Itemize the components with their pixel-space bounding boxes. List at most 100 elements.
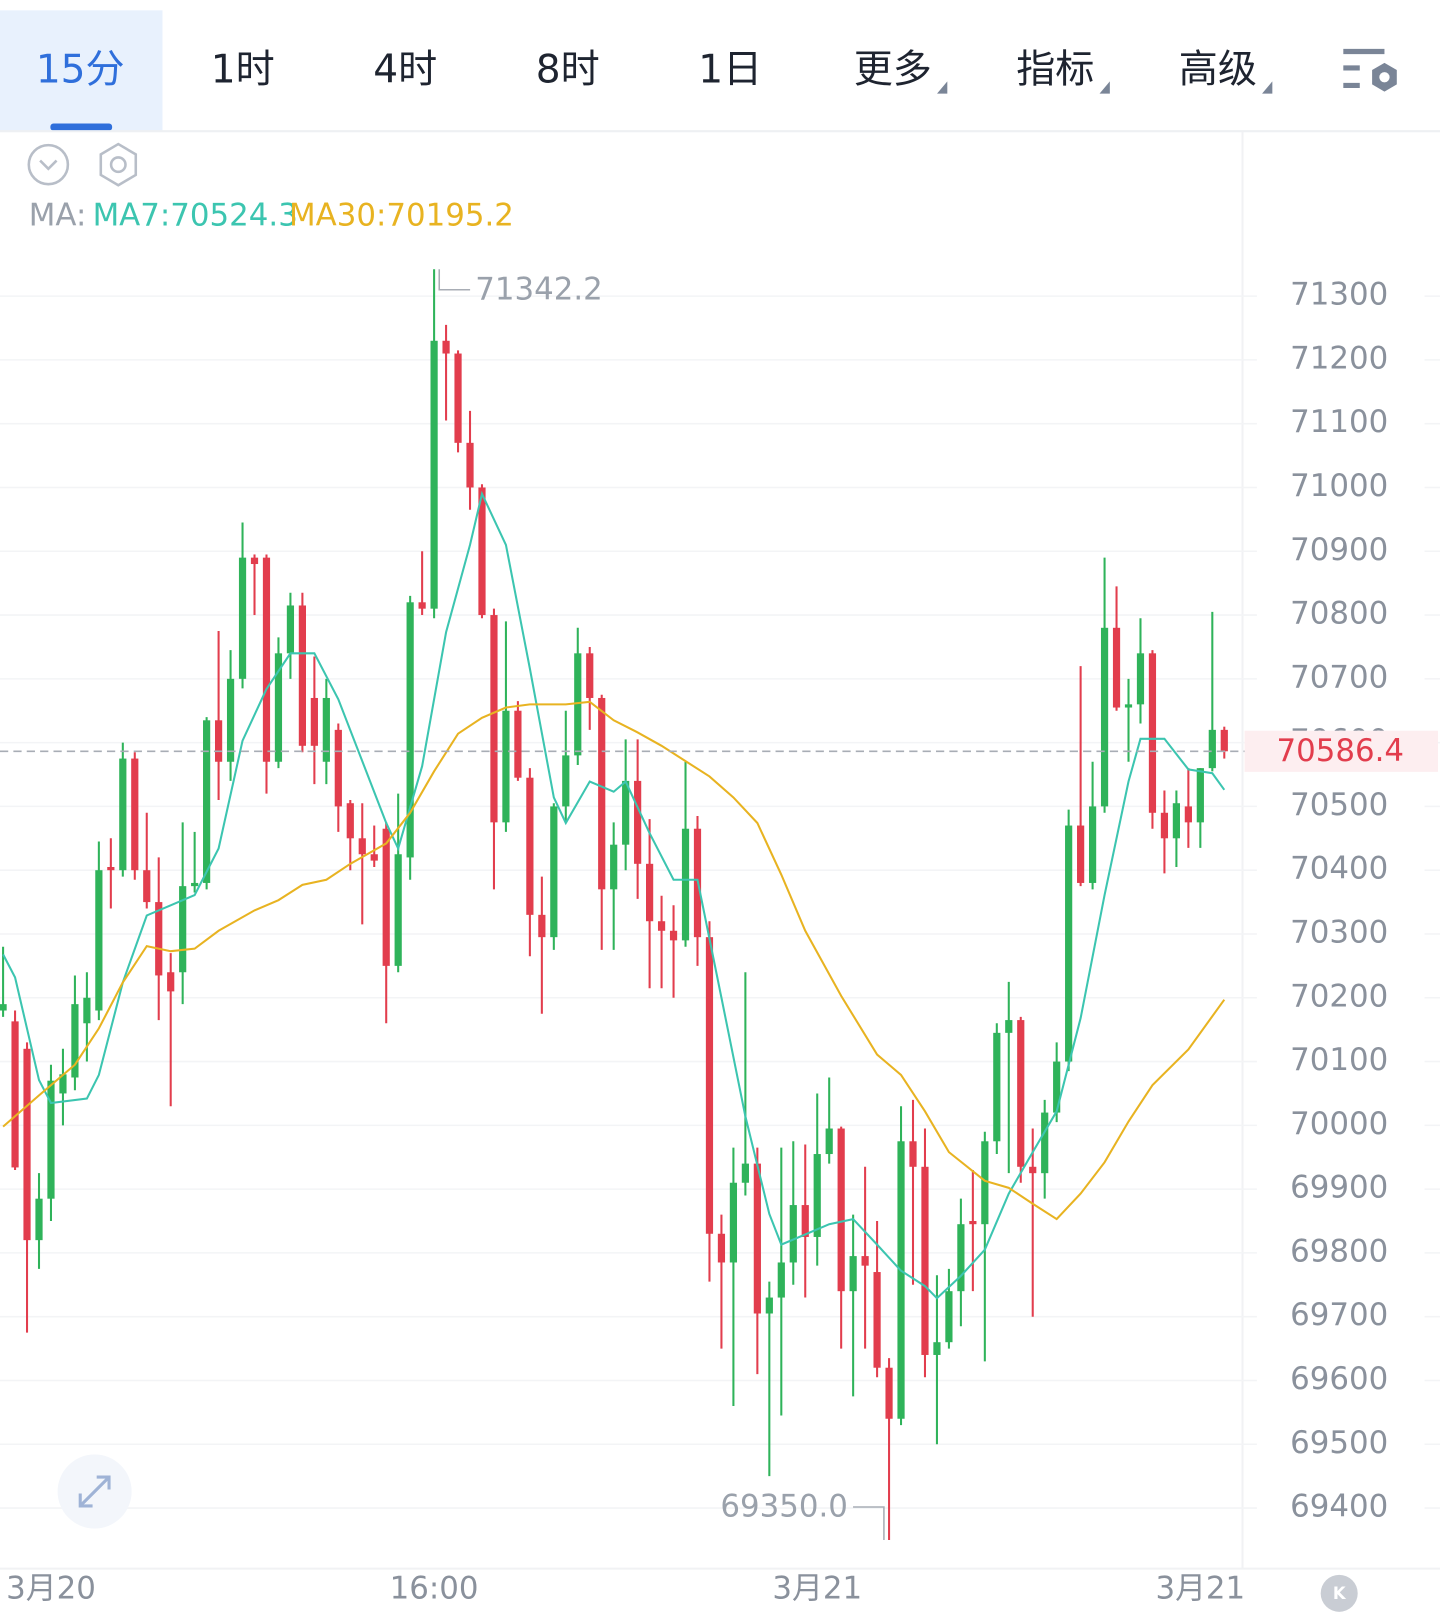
candle-body: [873, 1272, 881, 1368]
candle-body: [897, 1141, 905, 1419]
y-tick-label: 70000: [1290, 1106, 1388, 1142]
candle-body: [1196, 768, 1204, 823]
candle-body: [981, 1141, 989, 1225]
ma-line: [2, 700, 1226, 1221]
ma-legend: MA30:70195.2: [289, 198, 514, 234]
low-marker: [853, 1506, 885, 1540]
candle-body: [1065, 825, 1073, 1062]
candle-body: [47, 1080, 55, 1199]
y-tick-label: 69700: [1290, 1297, 1388, 1333]
candle-body: [538, 914, 546, 938]
x-tick-label: 3月20: [6, 1571, 96, 1607]
candle-body: [586, 653, 594, 698]
y-tick-label: 70800: [1290, 596, 1388, 632]
candle-body: [95, 870, 103, 1011]
y-tick-label: 71200: [1290, 340, 1388, 376]
candle-body: [945, 1291, 953, 1343]
tab-underline: [50, 123, 113, 131]
y-tick-label: 70400: [1290, 851, 1388, 887]
candle-body: [83, 997, 91, 1024]
collapse-icon[interactable]: [27, 143, 70, 186]
candle-body: [705, 937, 714, 1234]
candle-body: [753, 1163, 761, 1314]
candle-body: [813, 1154, 821, 1237]
y-tick-label: 71300: [1290, 277, 1388, 313]
candle-body: [131, 758, 139, 871]
candle-body: [322, 697, 330, 762]
candle-body: [334, 729, 342, 807]
tab-label[interactable]: 更多: [854, 48, 932, 93]
candle-body: [454, 353, 462, 443]
settings-icon[interactable]: [1343, 48, 1397, 92]
candle-body: [179, 886, 187, 973]
y-tick-label: 71100: [1290, 404, 1388, 440]
candle-body: [346, 803, 354, 839]
candle-body: [825, 1128, 833, 1155]
tab-label[interactable]: 15分: [36, 48, 125, 93]
candle-body: [562, 755, 570, 807]
y-tick-label: 70900: [1290, 532, 1388, 568]
tab-label[interactable]: 4时: [373, 48, 437, 93]
candle-body: [478, 487, 486, 616]
candle-body: [717, 1233, 726, 1263]
ma-line: [2, 490, 1226, 1300]
candle-body: [657, 921, 666, 931]
candle-body: [777, 1262, 785, 1298]
candle-body: [286, 605, 295, 654]
candle-body: [238, 557, 247, 679]
candle-body: [729, 1182, 738, 1263]
expand-button[interactable]: [57, 1454, 132, 1529]
candle-body: [35, 1198, 43, 1241]
tab-label[interactable]: 高级: [1179, 48, 1257, 93]
tab-label[interactable]: 指标: [1016, 48, 1094, 93]
tab-label[interactable]: 8时: [536, 48, 600, 93]
candle-body: [646, 863, 654, 922]
y-tick-label: 69500: [1290, 1425, 1388, 1461]
tab-label[interactable]: 1日: [698, 48, 762, 93]
y-tick-label: 70500: [1290, 787, 1388, 823]
indicator-settings-icon[interactable]: [99, 142, 138, 187]
candle-body: [418, 602, 426, 609]
tab-selected-bg: [0, 10, 163, 131]
candle-body: [1112, 627, 1121, 708]
candle-body: [107, 867, 115, 871]
candle-body: [1208, 729, 1216, 769]
candle-body: [669, 930, 678, 941]
candle-body: [310, 697, 318, 746]
low-label: 69350.0: [720, 1489, 848, 1525]
candle-body: [11, 1021, 19, 1168]
candle-body: [741, 1163, 749, 1183]
candle-body: [250, 557, 259, 565]
candle-body: [1184, 806, 1192, 823]
last-price-box: [1244, 730, 1438, 772]
y-tick-label: 69800: [1290, 1233, 1388, 1269]
candle-body: [921, 1166, 929, 1355]
candle-body: [969, 1221, 977, 1225]
candle-body: [1029, 1166, 1037, 1174]
candle-body: [430, 340, 438, 609]
ma-prefix: MA:: [29, 198, 87, 234]
candle-body: [849, 1256, 857, 1292]
y-tick-label: 69400: [1290, 1489, 1388, 1525]
plot: [0, 269, 1245, 1540]
last-price-label: 70586.4: [1276, 733, 1404, 769]
tab-label[interactable]: 1时: [211, 48, 275, 93]
high-label: 71342.2: [475, 271, 603, 307]
candle-body: [191, 882, 199, 887]
candle-body: [837, 1128, 845, 1292]
candle-body: [1100, 627, 1109, 807]
candle-body: [1124, 704, 1133, 708]
candle-body: [1136, 653, 1145, 705]
candle-body: [514, 710, 522, 778]
candle-body: [394, 854, 402, 966]
k-logo: K: [1320, 1574, 1358, 1612]
x-tick-label: 16:00: [390, 1571, 479, 1607]
candle-body: [1053, 1061, 1061, 1113]
candle-body: [298, 605, 306, 746]
candle-body: [789, 1205, 797, 1263]
candle-body: [634, 780, 642, 864]
candle-body: [370, 854, 378, 861]
candle-body: [143, 870, 151, 903]
